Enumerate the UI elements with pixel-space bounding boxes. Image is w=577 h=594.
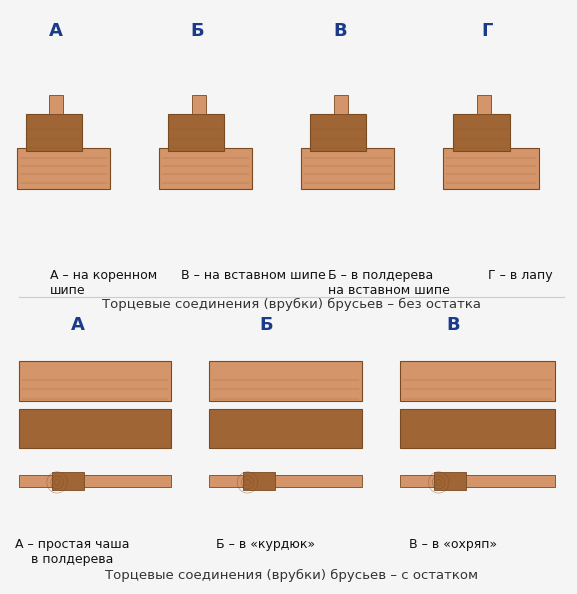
- FancyBboxPatch shape: [19, 361, 171, 400]
- FancyBboxPatch shape: [159, 148, 252, 189]
- FancyBboxPatch shape: [209, 361, 362, 400]
- Text: Торцевые соединения (врубки) брусьев – с остатком: Торцевые соединения (врубки) брусьев – с…: [105, 569, 478, 582]
- Text: А: А: [48, 22, 62, 40]
- Text: Б: Б: [191, 22, 204, 40]
- FancyBboxPatch shape: [209, 475, 362, 487]
- FancyBboxPatch shape: [209, 409, 362, 448]
- FancyBboxPatch shape: [310, 114, 366, 151]
- Text: В: В: [447, 316, 460, 334]
- FancyBboxPatch shape: [243, 472, 275, 490]
- FancyBboxPatch shape: [443, 148, 539, 189]
- FancyBboxPatch shape: [50, 94, 63, 114]
- Text: А – на коренном
шипе: А – на коренном шипе: [50, 268, 157, 296]
- FancyBboxPatch shape: [301, 148, 395, 189]
- FancyBboxPatch shape: [26, 114, 82, 151]
- FancyBboxPatch shape: [53, 472, 84, 490]
- Text: В – на вставном шипе: В – на вставном шипе: [181, 268, 325, 282]
- FancyBboxPatch shape: [19, 409, 171, 448]
- FancyBboxPatch shape: [434, 472, 466, 490]
- FancyBboxPatch shape: [477, 94, 491, 114]
- Text: А – простая чаша
в полдерева: А – простая чаша в полдерева: [16, 538, 130, 566]
- FancyBboxPatch shape: [192, 94, 205, 114]
- FancyBboxPatch shape: [400, 475, 554, 487]
- FancyBboxPatch shape: [334, 94, 348, 114]
- Text: Б – в полдерева
на вставном шипе: Б – в полдерева на вставном шипе: [328, 268, 450, 296]
- FancyBboxPatch shape: [453, 114, 510, 151]
- FancyBboxPatch shape: [168, 114, 224, 151]
- Text: Г – в лапу: Г – в лапу: [488, 268, 552, 282]
- FancyBboxPatch shape: [17, 148, 110, 189]
- Text: Б – в «курдюк»: Б – в «курдюк»: [216, 538, 316, 551]
- FancyBboxPatch shape: [19, 475, 171, 487]
- Text: В: В: [333, 22, 347, 40]
- Text: А: А: [72, 316, 85, 334]
- FancyBboxPatch shape: [400, 409, 554, 448]
- Text: Г: Г: [482, 22, 493, 40]
- Text: Торцевые соединения (врубки) брусьев – без остатка: Торцевые соединения (врубки) брусьев – б…: [102, 298, 481, 311]
- Text: Б: Б: [259, 316, 273, 334]
- Text: В – в «охряп»: В – в «охряп»: [409, 538, 497, 551]
- FancyBboxPatch shape: [400, 361, 554, 400]
